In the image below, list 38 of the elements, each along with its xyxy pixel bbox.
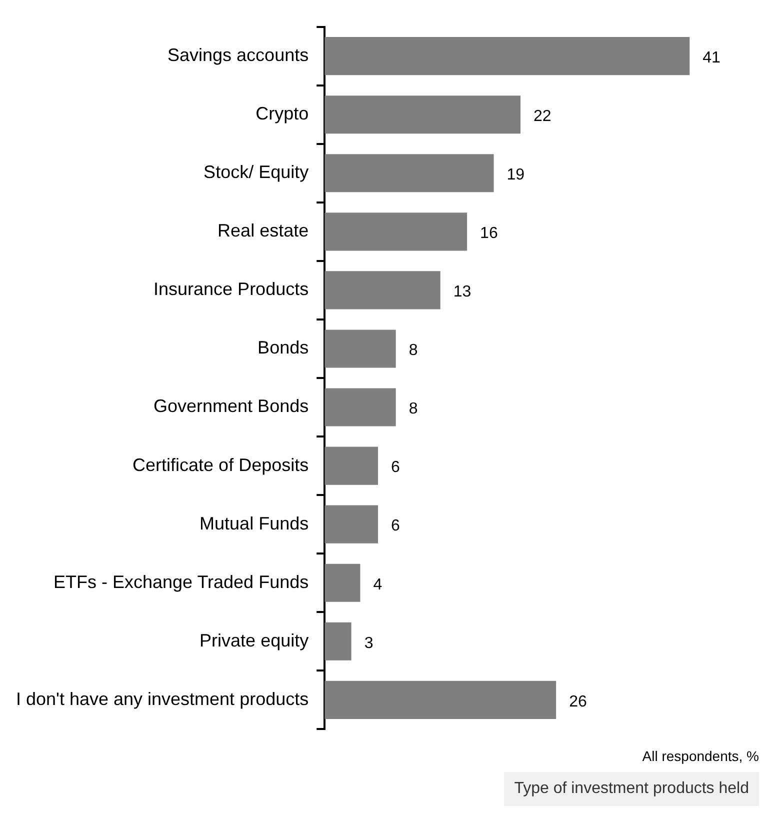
data-label: 13 xyxy=(453,284,472,301)
text: Type of investment products held xyxy=(504,772,759,806)
y-tick-label: Bonds xyxy=(258,338,309,358)
data-label: 8 xyxy=(408,400,418,418)
bar xyxy=(324,622,352,660)
data-label: 26 xyxy=(569,693,587,710)
data-label: 6 xyxy=(391,459,400,476)
y-tick-label: Mutual Funds xyxy=(200,513,309,534)
y-tick-label: Government Bonds xyxy=(154,396,309,416)
data-label: 22 xyxy=(533,108,552,126)
bar xyxy=(324,505,378,544)
y-tick-label: Private equity xyxy=(200,630,309,650)
y-tick-label: Insurance Products xyxy=(154,279,309,300)
y-tick-label: I don't have any investment products xyxy=(16,688,309,709)
y-tick-label: ETFs - Exchange Traded Funds xyxy=(53,572,309,592)
data-label: 19 xyxy=(506,166,525,184)
bar xyxy=(324,446,378,485)
data-label: 16 xyxy=(480,225,498,242)
bar xyxy=(324,680,556,719)
bar xyxy=(324,154,494,192)
bar xyxy=(324,330,396,368)
y-tick-label: Stock/ Equity xyxy=(204,162,309,182)
y-tick-label: Savings accounts xyxy=(168,45,309,66)
bar xyxy=(324,388,396,426)
y-tick-label: Real estate xyxy=(218,220,309,241)
y-tick-label: Crypto xyxy=(256,104,309,124)
bar xyxy=(324,212,468,251)
data-label: 6 xyxy=(391,518,400,535)
bar xyxy=(324,564,360,602)
data-label: 4 xyxy=(373,576,382,594)
y-tick-label: Certificate of Deposits xyxy=(132,454,309,475)
bar xyxy=(324,271,440,310)
bar xyxy=(324,37,690,76)
data-label: 3 xyxy=(364,634,374,652)
bar xyxy=(324,96,520,134)
data-label: 8 xyxy=(408,342,418,360)
data-label: 41 xyxy=(702,49,721,66)
text: All respondents, % xyxy=(642,748,759,764)
